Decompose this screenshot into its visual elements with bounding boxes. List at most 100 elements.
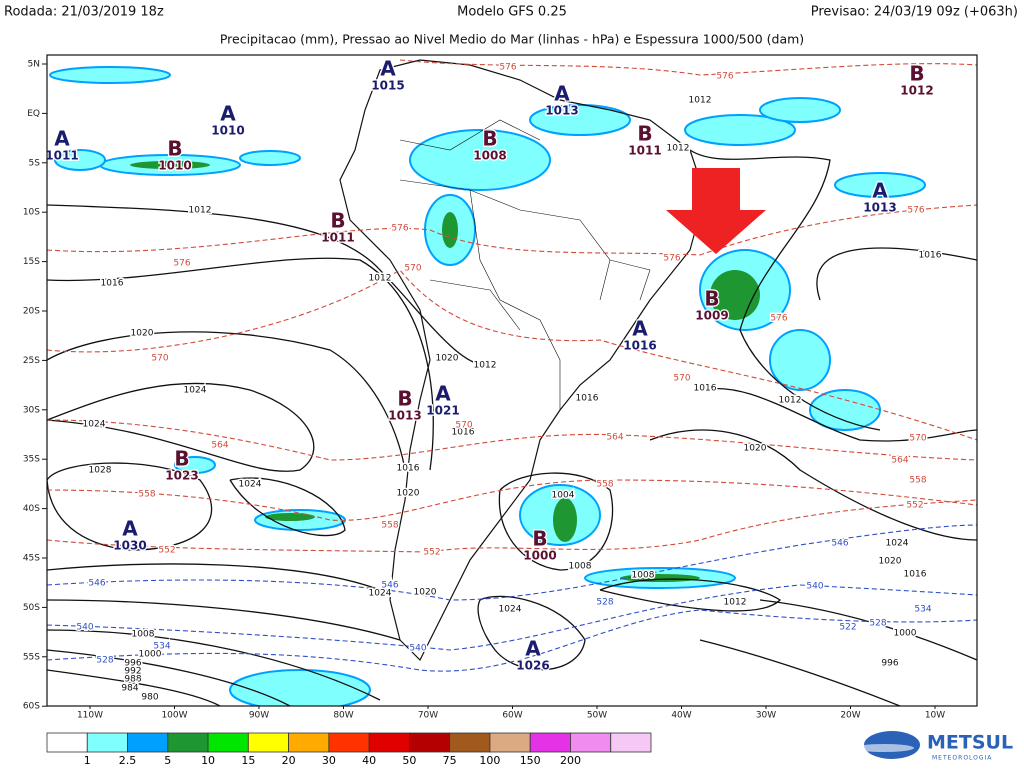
pressure-center-value: 1008 xyxy=(473,149,506,163)
lon-label: 90W xyxy=(249,711,269,721)
colorbar-label: 10 xyxy=(201,754,215,767)
pressure-center-value: 1000 xyxy=(523,549,556,563)
thickness-label: 564 xyxy=(606,433,623,443)
lat-label: 20S xyxy=(23,307,40,317)
pressure-center-letter: B xyxy=(704,287,719,311)
lon-label: 40W xyxy=(671,711,691,721)
isobar-label: 1020 xyxy=(744,444,767,454)
pressure-center-value: 1016 xyxy=(623,339,656,353)
lat-label: 45S xyxy=(23,554,40,564)
borders xyxy=(399,119,651,410)
colorbar-swatch xyxy=(368,732,410,753)
thickness-label: 576 xyxy=(173,259,190,269)
isobar-label: 1020 xyxy=(879,557,902,567)
pressure-center-letter: B xyxy=(532,527,547,551)
pressure-center-value: 1030 xyxy=(113,539,146,553)
pressure-center-letter: B xyxy=(482,127,497,151)
thickness-label: 558 xyxy=(909,476,926,486)
pressure-center-value: 1011 xyxy=(321,231,354,245)
pressure-center-letter: A xyxy=(122,517,138,541)
thickness-label: 552 xyxy=(158,546,175,556)
thickness-label: 576 xyxy=(663,254,680,264)
colorbar-label: 200 xyxy=(560,754,581,767)
thickness-label: 570 xyxy=(909,434,926,444)
thickness-label: 534 xyxy=(153,642,170,652)
colorbar-swatch xyxy=(207,732,249,753)
colorbar-label: 1 xyxy=(84,754,91,767)
thickness-label: 546 xyxy=(831,539,848,549)
pressure-center-value: 1023 xyxy=(165,469,198,483)
isobars xyxy=(47,149,977,706)
isobar-label: 1028 xyxy=(89,466,112,476)
colorbar-label: 2.5 xyxy=(119,754,137,767)
highlight-arrow xyxy=(666,168,766,254)
isobar-label: 992 xyxy=(124,667,141,677)
lon-label: 30W xyxy=(756,711,776,721)
thickness-label: 564 xyxy=(211,441,228,451)
thickness-label: 576 xyxy=(499,63,516,73)
isobar-label: 1020 xyxy=(436,354,459,364)
colorbar-swatch xyxy=(167,732,209,753)
thickness-label: 540 xyxy=(76,623,93,633)
colorbar-label: 30 xyxy=(322,754,336,767)
lat-label: 40S xyxy=(23,504,40,514)
lon-label: 80W xyxy=(333,711,353,721)
lat-label: 5N xyxy=(28,60,40,70)
colorbar-swatch xyxy=(489,732,531,753)
thickness-label: 552 xyxy=(423,548,440,558)
pressure-center-letter: A xyxy=(525,637,541,661)
colorbar-swatch xyxy=(449,732,491,753)
thickness-label: 528 xyxy=(869,619,886,629)
isobar-label: 1004 xyxy=(552,491,575,501)
isobar-label: 1020 xyxy=(397,489,420,499)
isobar-label: 1008 xyxy=(569,562,592,572)
isobar-label: 1016 xyxy=(101,279,124,289)
colorbar-swatch xyxy=(570,732,612,753)
colorbar-label: 5 xyxy=(164,754,171,767)
thickness-lines-low xyxy=(47,524,977,672)
isobar-label: 1012 xyxy=(189,206,212,216)
lon-label: 70W xyxy=(418,711,438,721)
pressure-center-letter: A xyxy=(220,102,236,126)
colorbar-swatch xyxy=(408,732,451,753)
isobar-label: 980 xyxy=(141,693,158,703)
colorbar-label: 15 xyxy=(241,754,255,767)
thickness-label: 570 xyxy=(151,354,168,364)
colorbar-swatch xyxy=(46,732,88,753)
pressure-center-value: 1013 xyxy=(863,201,896,215)
thickness-label: 522 xyxy=(839,623,856,633)
colorbar-label: 50 xyxy=(402,754,416,767)
isobar-label: 1016 xyxy=(694,384,717,394)
colorbar-swatch xyxy=(529,732,571,753)
lon-label: 60W xyxy=(502,711,522,721)
isobar-label: 1016 xyxy=(452,428,475,438)
isobar-label: 1024 xyxy=(499,605,522,615)
pressure-center-letter: B xyxy=(397,387,412,411)
thickness-lines xyxy=(47,59,977,553)
pressure-center-letter: A xyxy=(380,57,396,81)
forecast-label: Previsao: 24/03/19 09z (+063h) xyxy=(811,5,1018,20)
colorbar-swatch xyxy=(127,732,169,753)
thickness-label: 558 xyxy=(596,480,613,490)
subtitle: Precipitacao (mm), Pressao ao Nivel Medi… xyxy=(220,32,804,47)
lon-label: 10W xyxy=(925,711,945,721)
pressure-center-letter: A xyxy=(554,82,570,106)
isobar-label: 988 xyxy=(124,675,141,685)
lat-label: EQ xyxy=(27,109,40,119)
logo: METSUL METEOROLOGIA xyxy=(854,731,1013,762)
isobar-label: 1008 xyxy=(632,571,655,581)
isobar-label: 1012 xyxy=(667,144,690,154)
colorbar-label: 100 xyxy=(479,754,500,767)
lat-label: 30S xyxy=(23,405,40,415)
isobar-label: 1024 xyxy=(184,386,207,396)
thickness-label: 546 xyxy=(88,579,105,589)
isobar-label: 1000 xyxy=(139,650,162,660)
pressure-center-value: 1015 xyxy=(371,79,404,93)
lat-label: 5S xyxy=(29,158,41,168)
lon-label: 50W xyxy=(587,711,607,721)
pressure-center-value: 1011 xyxy=(628,144,661,158)
thickness-label: 576 xyxy=(716,72,733,82)
thickness-label: 576 xyxy=(391,224,408,234)
thickness-label: 540 xyxy=(409,644,426,654)
pressure-center-value: 1026 xyxy=(516,659,549,673)
